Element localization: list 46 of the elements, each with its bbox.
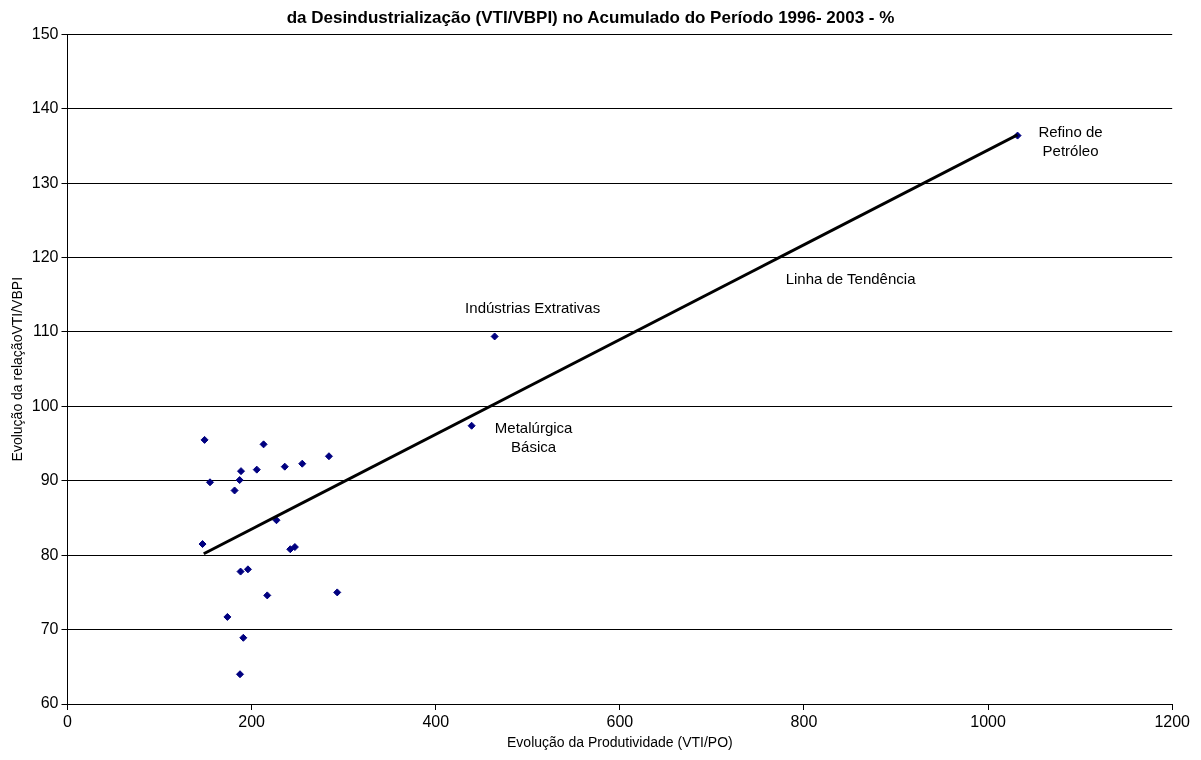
- x-tick-label: 1200: [1154, 713, 1191, 731]
- point: [236, 670, 245, 679]
- x-tick-label: 600: [606, 713, 634, 731]
- y-tick-label: 60: [40, 694, 59, 712]
- point: [333, 588, 342, 597]
- annotation: Refino de Petróleo: [1038, 123, 1103, 160]
- point: [206, 478, 214, 487]
- x-tick-label: 0: [63, 713, 73, 731]
- point: [290, 543, 299, 552]
- x-tick-label: 1000: [970, 713, 1006, 731]
- x-tick-label: 800: [790, 713, 818, 731]
- point: [230, 486, 239, 495]
- point: [272, 516, 281, 525]
- point: [236, 567, 245, 576]
- y-tick-label: 90: [40, 471, 59, 489]
- point: [280, 462, 289, 471]
- point: [235, 476, 244, 485]
- point: [259, 440, 268, 449]
- point: [467, 421, 476, 430]
- y-tick-label: 140: [31, 99, 59, 117]
- annotation: Indústrias Extrativas: [465, 298, 601, 316]
- point: [237, 467, 246, 476]
- point: [223, 612, 232, 621]
- point: [490, 332, 499, 341]
- annotation: Linha de Tendência: [785, 270, 917, 288]
- y-tick-label: 110: [32, 322, 59, 340]
- point: [252, 465, 261, 474]
- y-tick-label: 150: [31, 24, 59, 42]
- point: [243, 565, 252, 574]
- x-tick-label: 400: [422, 713, 450, 731]
- x-tick-label: 200: [238, 713, 266, 731]
- point: [200, 435, 209, 444]
- chart-title: da Desindustrialização (VTI/VBPI) no Acumulado do Período 1996- 2003 - %: [286, 7, 895, 27]
- y-tick-label: 130: [31, 173, 59, 191]
- y-tick-label: 100: [31, 396, 59, 414]
- y-tick-label: 80: [40, 545, 59, 563]
- point: [298, 459, 307, 468]
- y-axis-title: Evolução da relaçãoVTI/VBPI: [9, 276, 26, 462]
- y-tick-label: 120: [31, 248, 59, 266]
- y-tick-label: 70: [40, 620, 59, 638]
- point: [239, 633, 248, 642]
- x-axis-title: Evolução da Produtividade (VTI/PO): [507, 734, 733, 751]
- point: [263, 591, 272, 600]
- point: [324, 452, 333, 461]
- point: [198, 540, 207, 549]
- annotation: Metalúrgica Básica: [494, 419, 574, 456]
